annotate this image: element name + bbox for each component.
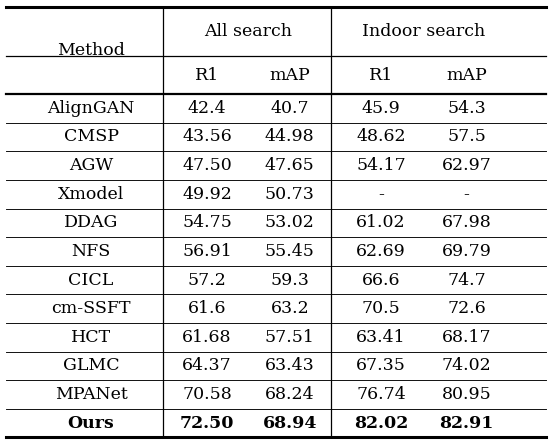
Text: 63.41: 63.41	[356, 329, 406, 346]
Text: GLMC: GLMC	[63, 357, 119, 374]
Text: mAP: mAP	[446, 67, 487, 83]
Text: 61.6: 61.6	[188, 300, 226, 317]
Text: 69.79: 69.79	[442, 243, 491, 260]
Text: 64.37: 64.37	[182, 357, 232, 374]
Text: 45.9: 45.9	[362, 100, 400, 117]
Text: 48.62: 48.62	[356, 128, 406, 146]
Text: cm-SSFT: cm-SSFT	[51, 300, 131, 317]
Text: 56.91: 56.91	[182, 243, 232, 260]
Text: 63.43: 63.43	[265, 357, 315, 374]
Text: 49.92: 49.92	[182, 186, 232, 203]
Text: 61.68: 61.68	[182, 329, 232, 346]
Text: 42.4: 42.4	[188, 100, 226, 117]
Text: All search: All search	[204, 23, 293, 40]
Text: 57.51: 57.51	[265, 329, 315, 346]
Text: AlignGAN: AlignGAN	[47, 100, 135, 117]
Text: 43.56: 43.56	[182, 128, 232, 146]
Text: 70.58: 70.58	[182, 386, 232, 403]
Text: 55.45: 55.45	[265, 243, 315, 260]
Text: -: -	[378, 186, 384, 203]
Text: 59.3: 59.3	[270, 272, 309, 289]
Text: Method: Method	[57, 42, 125, 59]
Text: CMSP: CMSP	[63, 128, 119, 146]
Text: 57.2: 57.2	[188, 272, 226, 289]
Text: 80.95: 80.95	[442, 386, 491, 403]
Text: 68.24: 68.24	[265, 386, 315, 403]
Text: Indoor search: Indoor search	[362, 23, 485, 40]
Text: 40.7: 40.7	[270, 100, 309, 117]
Text: 50.73: 50.73	[265, 186, 315, 203]
Text: 82.02: 82.02	[354, 415, 408, 432]
Text: 57.5: 57.5	[447, 128, 486, 146]
Text: 76.74: 76.74	[356, 386, 406, 403]
Text: 72.50: 72.50	[180, 415, 234, 432]
Text: 72.6: 72.6	[447, 300, 486, 317]
Text: 74.02: 74.02	[442, 357, 491, 374]
Text: 54.75: 54.75	[182, 214, 232, 231]
Text: 54.17: 54.17	[356, 157, 406, 174]
Text: 44.98: 44.98	[265, 128, 315, 146]
Text: 62.69: 62.69	[356, 243, 406, 260]
Text: 53.02: 53.02	[265, 214, 315, 231]
Text: 47.65: 47.65	[265, 157, 315, 174]
Text: 54.3: 54.3	[447, 100, 486, 117]
Text: Ours: Ours	[68, 415, 114, 432]
Text: HCT: HCT	[71, 329, 111, 346]
Text: 74.7: 74.7	[447, 272, 486, 289]
Text: DDAG: DDAG	[64, 214, 118, 231]
Text: 68.94: 68.94	[263, 415, 317, 432]
Text: MPANet: MPANet	[55, 386, 128, 403]
Text: 67.35: 67.35	[356, 357, 406, 374]
Text: 68.17: 68.17	[442, 329, 491, 346]
Text: -: -	[464, 186, 469, 203]
Text: 82.91: 82.91	[439, 415, 493, 432]
Text: 70.5: 70.5	[362, 300, 400, 317]
Text: R1: R1	[369, 67, 393, 83]
Text: 63.2: 63.2	[270, 300, 309, 317]
Text: 62.97: 62.97	[442, 157, 491, 174]
Text: 67.98: 67.98	[442, 214, 491, 231]
Text: AGW: AGW	[69, 157, 113, 174]
Text: 61.02: 61.02	[356, 214, 406, 231]
Text: CICL: CICL	[68, 272, 114, 289]
Text: 66.6: 66.6	[362, 272, 400, 289]
Text: 47.50: 47.50	[182, 157, 232, 174]
Text: Xmodel: Xmodel	[58, 186, 124, 203]
Text: NFS: NFS	[71, 243, 111, 260]
Text: mAP: mAP	[269, 67, 310, 83]
Text: R1: R1	[195, 67, 219, 83]
